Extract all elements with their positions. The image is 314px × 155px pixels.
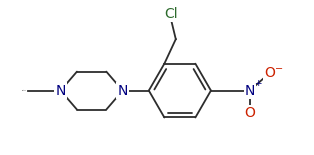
Text: −: − xyxy=(275,64,283,74)
Text: O: O xyxy=(245,106,256,120)
Text: N: N xyxy=(245,84,255,98)
Text: Cl: Cl xyxy=(164,7,178,21)
Text: N: N xyxy=(117,84,128,98)
Text: methyl: methyl xyxy=(22,90,26,91)
Text: O: O xyxy=(264,66,275,80)
Text: +: + xyxy=(254,79,261,88)
Text: N: N xyxy=(55,84,66,98)
